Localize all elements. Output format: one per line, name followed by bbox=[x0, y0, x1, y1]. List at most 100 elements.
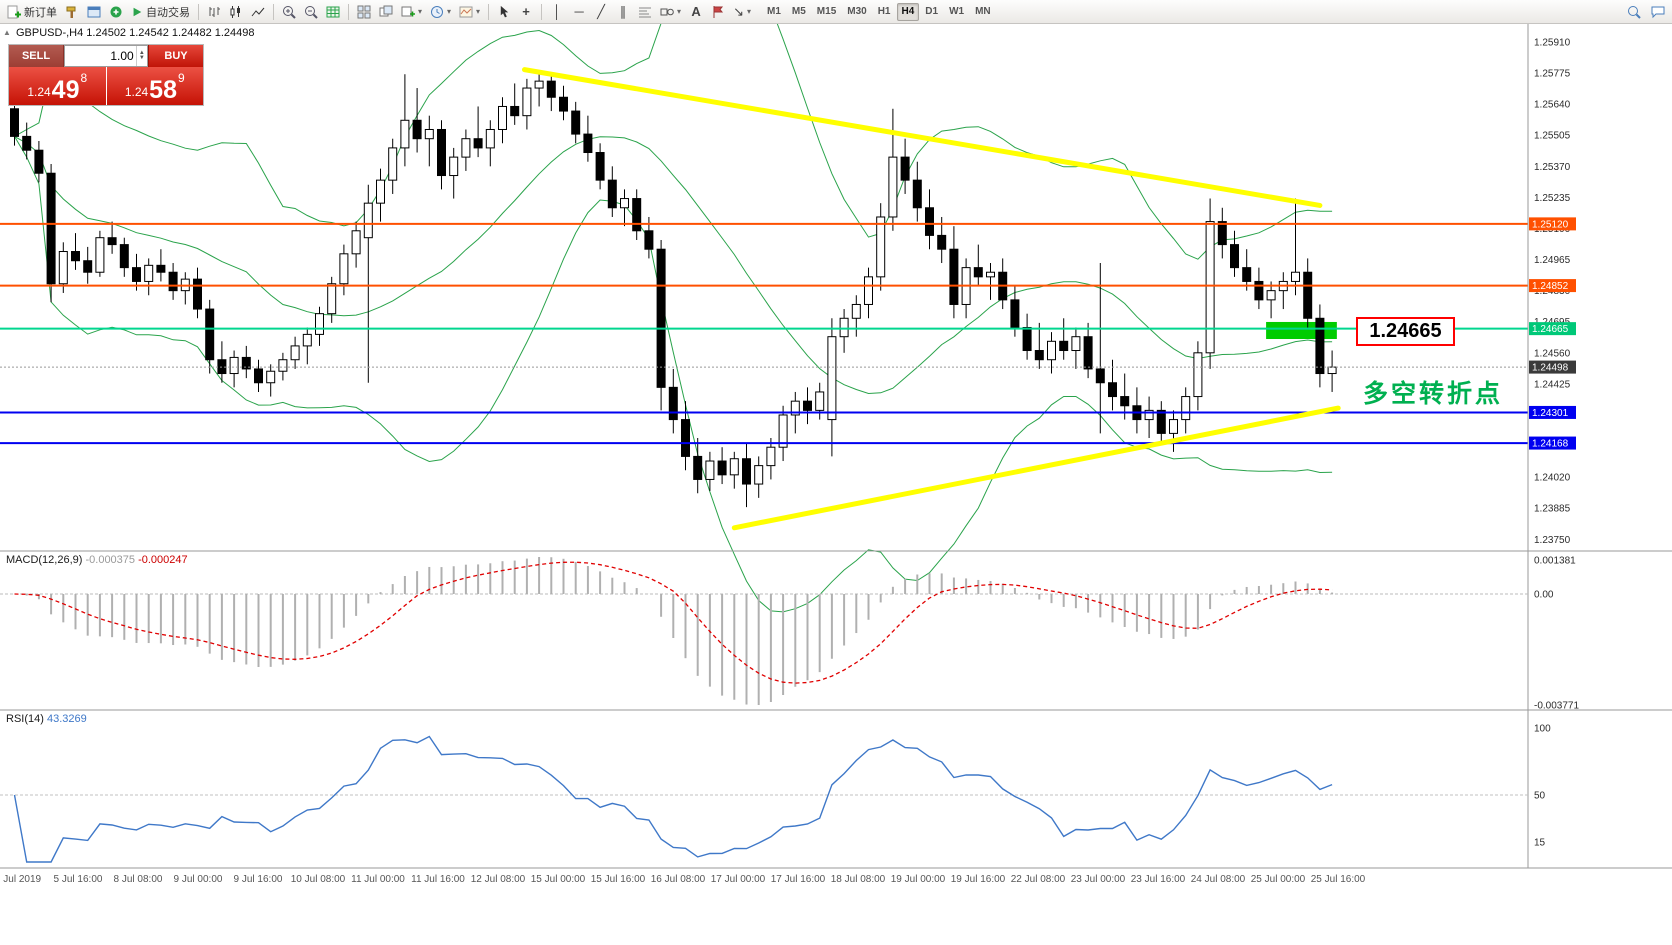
volume-input[interactable] bbox=[65, 46, 136, 66]
stepper-down-icon[interactable]: ▼ bbox=[138, 55, 145, 61]
line-chart-button[interactable] bbox=[248, 2, 268, 22]
timeframe-D1[interactable]: D1 bbox=[925, 6, 939, 17]
time-axis-label: 5 Jul 16:00 bbox=[54, 874, 103, 885]
new-order-button[interactable]: 新订单 bbox=[4, 2, 60, 22]
candle bbox=[95, 237, 105, 273]
candle bbox=[1230, 244, 1239, 269]
chat-button[interactable] bbox=[1648, 2, 1668, 22]
rsi-axis-label: 15 bbox=[1534, 837, 1546, 848]
candle bbox=[1120, 396, 1130, 407]
cascade-windows-button[interactable] bbox=[376, 2, 396, 22]
trend-line[interactable] bbox=[521, 67, 1323, 208]
cascade-windows-icon bbox=[379, 5, 393, 16]
time-axis-label: 25 Jul 00:00 bbox=[1251, 874, 1306, 885]
candle bbox=[1083, 336, 1093, 370]
volume-field: ▲ ▼ bbox=[64, 45, 148, 67]
timeframe-M5[interactable]: M5 bbox=[791, 6, 806, 17]
candle bbox=[888, 156, 898, 218]
sell-button[interactable]: SELL bbox=[9, 45, 64, 67]
candle bbox=[1022, 326, 1032, 352]
timeframe-W1[interactable]: W1 bbox=[949, 6, 965, 17]
search-button[interactable] bbox=[1624, 2, 1644, 22]
candle bbox=[864, 276, 873, 305]
crosshair-tool-button[interactable]: + bbox=[516, 2, 536, 22]
period-button[interactable]: ▾ bbox=[427, 2, 454, 22]
buy-price-point: 9 bbox=[177, 71, 185, 85]
arrow-tool-icon: ↘ bbox=[733, 4, 744, 19]
hline-tool-button[interactable]: ─ bbox=[569, 2, 589, 22]
indicators-button[interactable] bbox=[106, 2, 126, 22]
trend-line[interactable] bbox=[731, 405, 1341, 531]
macd-indicator-label: MACD(12,26,9) -0.000375 -0.000247 bbox=[6, 554, 188, 566]
sell-price-button[interactable]: 1.24 49 8 bbox=[9, 67, 106, 105]
timeframe-M15[interactable]: M15 bbox=[816, 6, 837, 17]
timeframe-H4[interactable]: H4 bbox=[896, 2, 920, 21]
candle bbox=[400, 119, 410, 149]
time-axis-label: 12 Jul 08:00 bbox=[471, 874, 526, 885]
price-badge bbox=[1529, 279, 1576, 293]
stepper-up-icon[interactable]: ▲ bbox=[138, 50, 145, 56]
buy-button[interactable]: BUY bbox=[148, 45, 203, 67]
fibonacci-tool-button[interactable] bbox=[635, 2, 655, 22]
price-badge-label: 1.24665 bbox=[1532, 324, 1569, 335]
tile-windows-button[interactable] bbox=[354, 2, 374, 22]
candle bbox=[107, 237, 117, 246]
candle bbox=[473, 138, 483, 149]
time-axis-label: 15 Jul 16:00 bbox=[591, 874, 646, 885]
zoom-in-button[interactable] bbox=[279, 2, 299, 22]
bar-chart-button[interactable] bbox=[204, 2, 224, 22]
candle bbox=[1217, 221, 1227, 246]
channel-tool-button[interactable]: ∥ bbox=[613, 2, 633, 22]
candle bbox=[424, 128, 434, 140]
macd-name: MACD(12,26,9) bbox=[6, 554, 83, 566]
zoom-out-button[interactable] bbox=[301, 2, 321, 22]
grid-button[interactable] bbox=[323, 2, 343, 22]
hammer-icon bbox=[66, 6, 76, 18]
wizard-button[interactable] bbox=[62, 2, 82, 22]
candle bbox=[461, 138, 471, 158]
time-axis-label: 17 Jul 16:00 bbox=[771, 874, 826, 885]
grid-icon bbox=[326, 6, 340, 17]
time-axis-label: 15 Jul 00:00 bbox=[531, 874, 586, 885]
vline-tool-button[interactable]: │ bbox=[547, 2, 567, 22]
text-tool-button[interactable]: A bbox=[686, 2, 706, 22]
chart-canvas[interactable]: 1.25910 1.25775 1.25640 1.25505 1.25370 1.252… bbox=[0, 24, 1672, 945]
trendline-tool-button[interactable]: ╱ bbox=[591, 2, 611, 22]
new-chart-button[interactable]: ▾ bbox=[398, 2, 425, 22]
shapes-tool-button[interactable]: ▾ bbox=[657, 2, 684, 22]
candle bbox=[742, 458, 751, 485]
candlestick-button[interactable] bbox=[226, 2, 246, 22]
template-button[interactable]: ▾ bbox=[456, 2, 483, 22]
candle bbox=[437, 128, 446, 177]
price-badge bbox=[1529, 360, 1576, 374]
label-tool-button[interactable] bbox=[708, 2, 728, 22]
time-axis-label: 24 Jul 08:00 bbox=[1191, 874, 1246, 885]
price-axis-label: 1.23750 bbox=[1534, 535, 1571, 546]
candle bbox=[595, 152, 605, 181]
autotrade-button[interactable]: 自动交易 bbox=[128, 2, 193, 22]
timeframe-M30[interactable]: M30 bbox=[847, 6, 867, 17]
one-click-toggle-icon[interactable]: ▲ bbox=[3, 28, 11, 37]
candle bbox=[205, 308, 215, 361]
candle bbox=[607, 179, 617, 209]
timeframe-MN[interactable]: MN bbox=[975, 6, 991, 17]
arrows-tool-button[interactable]: ↘ ▾ bbox=[730, 2, 754, 22]
timeframe-H1[interactable]: H1 bbox=[877, 6, 891, 17]
time-axis-label: 19 Jul 00:00 bbox=[891, 874, 946, 885]
buy-price-button[interactable]: 1.24 58 9 bbox=[106, 67, 203, 105]
timeframe-M1[interactable]: M1 bbox=[766, 6, 781, 17]
cursor-tool-button[interactable] bbox=[494, 2, 514, 22]
price-level-callout[interactable]: 1.24665 bbox=[1356, 317, 1455, 346]
separator bbox=[541, 3, 543, 20]
clock-icon bbox=[431, 5, 444, 18]
highlight-zone[interactable] bbox=[1266, 321, 1337, 340]
candle bbox=[1291, 271, 1300, 282]
volume-stepper[interactable]: ▲ ▼ bbox=[135, 46, 147, 66]
candle bbox=[1059, 340, 1069, 352]
profiles-button[interactable] bbox=[84, 2, 104, 22]
price-badge-label: 1.24498 bbox=[1532, 363, 1569, 374]
macd-axis-label: -0.003771 bbox=[1534, 701, 1579, 712]
pivot-note-text[interactable]: 多空转折点 bbox=[1363, 380, 1504, 408]
candle bbox=[1181, 396, 1191, 421]
chart-plus-icon bbox=[401, 6, 415, 16]
